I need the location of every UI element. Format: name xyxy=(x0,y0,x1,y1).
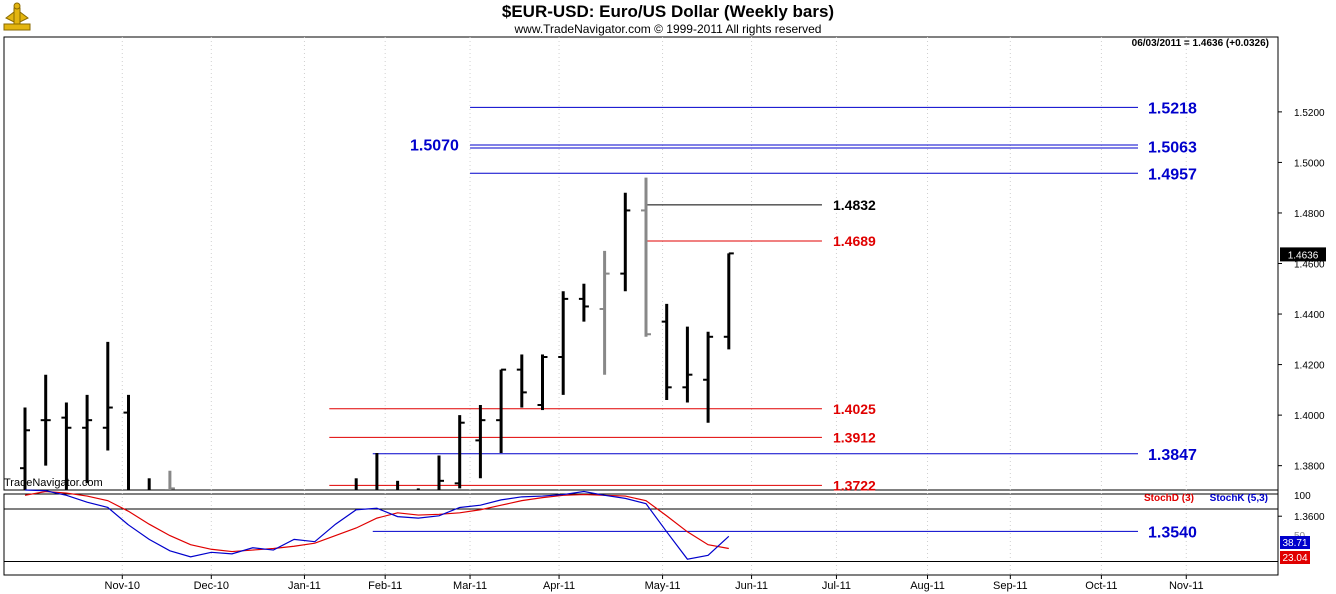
level-label: 1.5063 xyxy=(1148,139,1197,156)
x-tick-label: Nov-11 xyxy=(1169,580,1204,592)
stochk-legend: StochK (5,3) xyxy=(1210,493,1268,504)
y-tick-label: 1.4000 xyxy=(1294,411,1325,422)
stochd-legend: StochD (3) xyxy=(1144,493,1194,504)
chart-title: $EUR-USD: Euro/US Dollar (Weekly bars) xyxy=(501,2,835,21)
level-label: 1.4832 xyxy=(833,197,876,213)
x-tick-label: Aug-11 xyxy=(910,580,945,592)
level-label: 1.3847 xyxy=(1148,447,1197,464)
x-tick-label: Jul-11 xyxy=(822,580,851,592)
x-tick-label: Jan-11 xyxy=(288,580,321,592)
y-tick-label: 1.3800 xyxy=(1294,462,1325,473)
x-tick-label: Sep-11 xyxy=(993,580,1028,592)
level-label: 1.3912 xyxy=(833,429,876,445)
x-tick-label: Jun-11 xyxy=(735,580,768,592)
y-tick-label: 1.5000 xyxy=(1294,158,1325,169)
level-label: 1.3540 xyxy=(1148,524,1197,541)
watermark: TradeNavigator.com xyxy=(4,477,103,489)
last-price-label: 1.4636 xyxy=(1288,250,1319,261)
level-label: 1.4957 xyxy=(1148,166,1197,183)
y-tick-label: 1.4600 xyxy=(1294,260,1325,271)
chart-subtitle: www.TradeNavigator.com © 1999-2011 All r… xyxy=(514,22,822,36)
ohlc-bars xyxy=(20,177,734,490)
stochd-value-label: 23.04 xyxy=(1282,553,1307,564)
x-tick-label: May-11 xyxy=(645,580,681,592)
stoch-y-tick-label: 100 xyxy=(1294,491,1311,502)
stochk-value-label: 38.71 xyxy=(1282,538,1307,549)
y-tick-label: 1.4400 xyxy=(1294,310,1325,321)
x-tick-label: Apr-11 xyxy=(543,580,575,592)
y-tick-label: 1.3600 xyxy=(1294,512,1325,523)
last-price-info: 06/03/2011 = 1.4636 (+0.0326) xyxy=(1132,38,1269,49)
x-tick-label: Dec-10 xyxy=(194,580,229,592)
stochk-value-box xyxy=(1280,536,1310,549)
x-tick-label: Feb-11 xyxy=(368,580,402,592)
level-label: 1.4025 xyxy=(833,401,876,417)
level-label: 1.4689 xyxy=(833,233,876,249)
tradenavigator-logo-icon xyxy=(2,2,34,36)
stochk-line xyxy=(24,489,730,560)
x-tick-label: Mar-11 xyxy=(453,580,487,592)
last-price-box xyxy=(1280,247,1326,262)
y-tick-label: 1.4200 xyxy=(1294,361,1325,372)
price-panel-frame xyxy=(3,36,1279,491)
stochd-value-box xyxy=(1280,551,1310,564)
x-tick-label: Nov-10 xyxy=(105,580,140,592)
stochd-line xyxy=(24,490,729,553)
level-label-left: 1.5070 xyxy=(410,138,459,155)
stoch-panel-frame xyxy=(3,493,1279,576)
x-tick-label: Oct-11 xyxy=(1085,580,1117,592)
y-tick-label: 1.5200 xyxy=(1294,108,1325,119)
y-tick-label: 1.4800 xyxy=(1294,209,1325,220)
level-label: 1.3722 xyxy=(833,477,876,493)
level-label: 1.5218 xyxy=(1148,100,1197,117)
